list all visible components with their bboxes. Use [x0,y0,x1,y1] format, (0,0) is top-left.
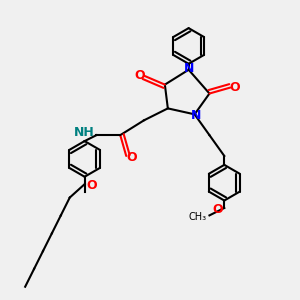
Text: O: O [230,81,240,94]
Text: O: O [212,203,223,216]
Text: O: O [86,179,97,192]
Text: CH₃: CH₃ [188,212,206,222]
Text: N: N [191,109,201,122]
Text: NH: NH [74,126,95,139]
Text: O: O [127,151,137,164]
Text: O: O [134,69,145,82]
Text: N: N [184,62,194,75]
